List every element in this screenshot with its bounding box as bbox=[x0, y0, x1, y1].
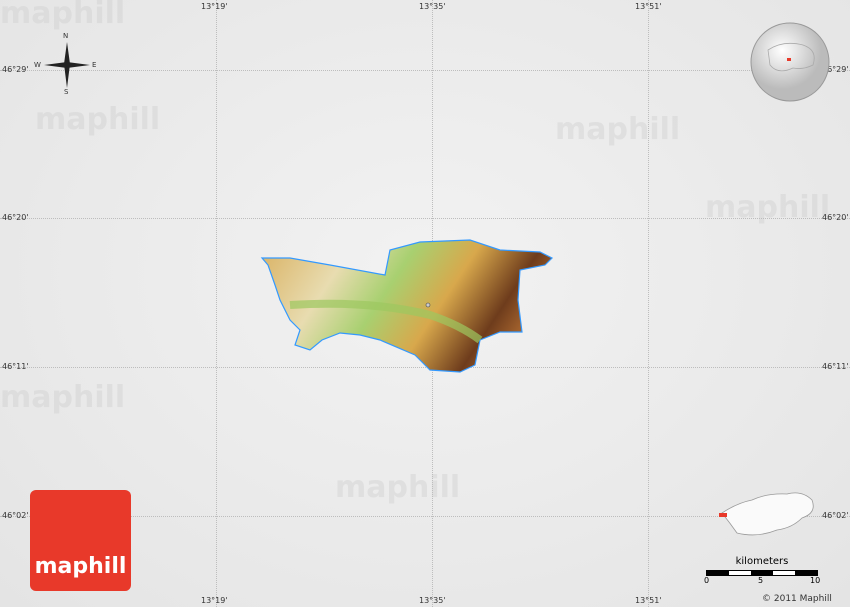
compass-w: W bbox=[34, 61, 41, 69]
scale-tick: 10 bbox=[810, 576, 821, 585]
lat-label-right: 46°20' bbox=[822, 213, 849, 222]
watermark: maphill bbox=[0, 380, 126, 415]
watermark: maphill bbox=[555, 112, 681, 147]
watermark: maphill bbox=[35, 102, 161, 137]
lon-label-top: 13°35' bbox=[419, 2, 446, 11]
compass-s: S bbox=[64, 88, 69, 96]
globe-locator bbox=[750, 22, 830, 102]
scale-tick: 0 bbox=[704, 576, 710, 585]
meridian-line bbox=[216, 0, 217, 607]
lat-label-left: 46°11' bbox=[2, 362, 29, 371]
parallel-line bbox=[0, 367, 850, 368]
country-locator bbox=[719, 492, 814, 536]
compass-e: E bbox=[92, 61, 97, 69]
lat-label-left: 46°29' bbox=[2, 65, 29, 74]
lon-label-bottom: 13°35' bbox=[419, 596, 446, 605]
scale-unit: kilometers bbox=[735, 556, 789, 567]
maphill-logo[interactable]: maphill bbox=[30, 490, 131, 591]
lat-label-right: 46°29' bbox=[822, 65, 849, 74]
lon-label-top: 13°19' bbox=[201, 2, 228, 11]
scale-bar: kilometers 0 5 10 bbox=[704, 556, 821, 586]
compass-rose: N S W E bbox=[32, 32, 102, 96]
lon-label-bottom: 13°19' bbox=[201, 596, 228, 605]
lat-label-right: 46°11' bbox=[822, 362, 849, 371]
parallel-line bbox=[0, 70, 850, 71]
watermark: maphill bbox=[705, 190, 831, 225]
copyright: © 2011 Maphill bbox=[762, 594, 832, 604]
region-relief[interactable] bbox=[250, 230, 560, 380]
parallel-line bbox=[0, 218, 850, 219]
town-marker[interactable] bbox=[425, 302, 431, 308]
watermark: maphill bbox=[335, 470, 461, 505]
compass-icon bbox=[44, 42, 90, 88]
parallel-line bbox=[0, 516, 850, 517]
meridian-line bbox=[648, 0, 649, 607]
compass-n: N bbox=[63, 32, 69, 40]
lat-label-left: 46°20' bbox=[2, 213, 29, 222]
logo-text: maphill bbox=[34, 554, 127, 579]
scale-tick: 5 bbox=[758, 576, 764, 585]
lon-label-top: 13°51' bbox=[635, 2, 662, 11]
lat-label-left: 46°02' bbox=[2, 511, 29, 520]
lat-label-right: 46°02' bbox=[822, 511, 849, 520]
watermark: maphill bbox=[0, 0, 126, 31]
lon-label-bottom: 13°51' bbox=[635, 596, 662, 605]
